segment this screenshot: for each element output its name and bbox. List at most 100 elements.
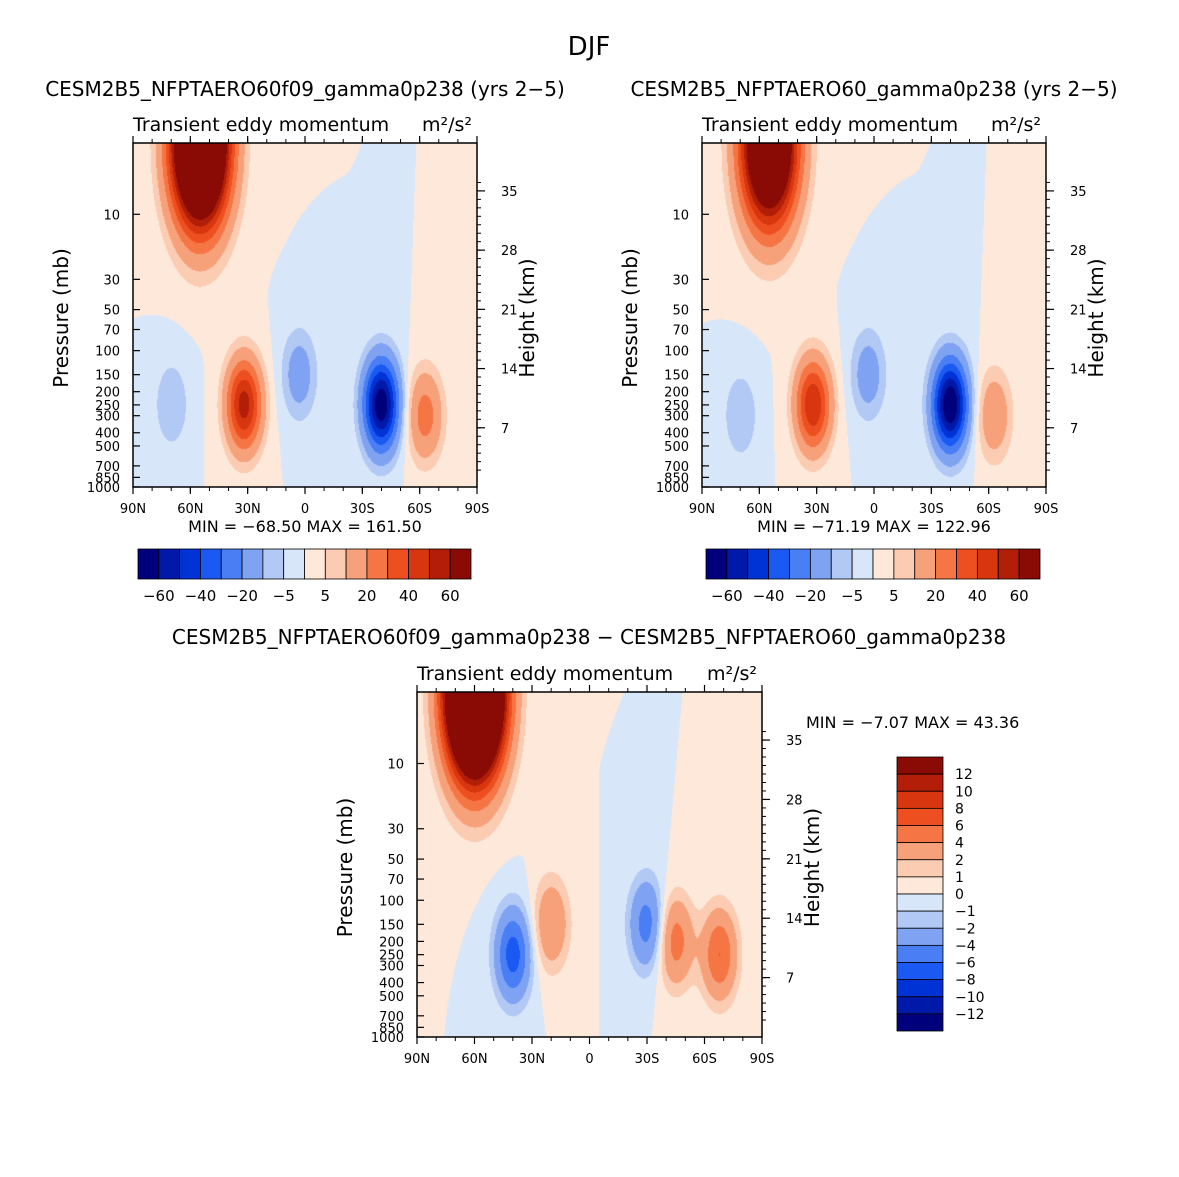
colorbar-swatch [283, 548, 305, 580]
p-tick-label: 400 [379, 977, 404, 992]
colorbar-swatch [896, 859, 944, 878]
y-axis-label-pressure: Pressure (mb) [618, 248, 642, 388]
panel-subtitle: Transient eddy momentum [132, 114, 389, 136]
chart-panel-2: CESM2B5_NFPTAERO60_gamma0p238 (yrs 2−5) T… [618, 77, 1118, 605]
colorbar-label: −8 [955, 973, 976, 989]
y-axis-label-pressure: Pressure (mb) [333, 798, 357, 938]
colorbar-swatch [896, 807, 944, 826]
p-tick-label: 150 [379, 918, 404, 933]
p-tick-label: 30 [103, 273, 120, 288]
colorbar-label: −40 [753, 587, 785, 605]
p-tick-label: 850 [95, 471, 120, 486]
colorbar-swatch [768, 548, 790, 580]
colorbar-swatch [345, 548, 368, 580]
colorbar-label: 40 [399, 587, 418, 605]
colorbar-swatch [914, 548, 937, 580]
p-tick-label: 1000 [87, 481, 120, 496]
h-tick-label: 14 [501, 363, 518, 378]
colorbar-swatch [137, 548, 160, 580]
x-tick-label: 90S [465, 502, 490, 517]
x-tick-label: 60S [407, 502, 432, 517]
p-tick-label: 850 [664, 471, 689, 486]
p-tick-label: 400 [664, 427, 689, 442]
colorbar-swatch [896, 756, 944, 775]
h-tick-label: 28 [786, 793, 803, 808]
colorbar-swatch [976, 548, 999, 580]
colorbar-swatch [220, 548, 243, 580]
x-tick-label: 0 [585, 1052, 593, 1067]
p-tick-label: 500 [664, 440, 689, 455]
p-tick-label: 100 [664, 345, 689, 360]
p-tick-label: 50 [672, 304, 689, 319]
panel-subtitle: Transient eddy momentum [701, 114, 958, 136]
colorbar-swatch [896, 927, 944, 946]
p-tick-label: 10 [672, 208, 689, 223]
colorbar-label: 1 [955, 870, 964, 886]
x-tick-label: 60N [746, 502, 772, 517]
x-tick-label: 90N [404, 1052, 430, 1067]
min-max-stats: MIN = −68.50 MAX = 161.50 [188, 517, 422, 536]
colorbar-swatch [1018, 548, 1041, 580]
h-tick-label: 35 [501, 185, 518, 200]
x-tick-label: 90N [120, 502, 146, 517]
x-tick-label: 60N [177, 502, 203, 517]
x-tick-label: 30N [519, 1052, 545, 1067]
colorbar-label: −10 [955, 990, 985, 1006]
x-tick-label: 60S [692, 1052, 717, 1067]
contour-field [417, 692, 762, 1037]
contour-field [702, 143, 1046, 487]
colorbar-label: −20 [226, 587, 258, 605]
chart-panel-3: CESM2B5_NFPTAERO60f09_gamma0p238 − CESM2… [172, 625, 1019, 1067]
x-tick-label: 30S [919, 502, 944, 517]
x-tick-label: 30S [635, 1052, 660, 1067]
colorbar-label: 40 [968, 587, 987, 605]
colorbar-swatch [935, 548, 957, 580]
chart-panel-1: CESM2B5_NFPTAERO60f09_gamma0p238 (yrs 2−… [45, 77, 565, 605]
colorbar-swatch [896, 996, 944, 1015]
min-max-stats: MIN = −7.07 MAX = 43.36 [806, 713, 1019, 732]
p-tick-label: 300 [664, 410, 689, 425]
panel-units: m²/s² [991, 114, 1041, 136]
p-tick-label: 250 [664, 399, 689, 414]
colorbar-label: 0 [955, 887, 964, 903]
p-tick-label: 200 [379, 935, 404, 950]
p-tick-label: 70 [672, 324, 689, 339]
p-tick-label: 850 [379, 1021, 404, 1036]
panel-units: m²/s² [422, 114, 472, 136]
p-tick-label: 70 [387, 873, 404, 888]
colorbar-swatch [241, 548, 264, 580]
p-tick-label: 70 [103, 324, 120, 339]
colorbar-label: −6 [955, 956, 976, 972]
x-tick-label: 0 [301, 502, 309, 517]
colorbar-label: 20 [357, 587, 376, 605]
h-tick-label: 7 [501, 422, 509, 437]
colorbar-swatch [809, 548, 832, 580]
colorbar-swatch [449, 548, 472, 580]
colorbar-swatch [158, 548, 181, 580]
colorbar-label: 5 [321, 587, 331, 605]
p-tick-label: 50 [387, 853, 404, 868]
p-tick-label: 400 [95, 427, 120, 442]
colorbar-swatch [997, 548, 1020, 580]
x-tick-label: 90S [750, 1052, 775, 1067]
h-tick-label: 35 [1070, 185, 1087, 200]
colorbar-swatch [428, 548, 451, 580]
colorbar-swatch [896, 962, 944, 981]
p-tick-label: 150 [95, 369, 120, 384]
min-max-stats: MIN = −71.19 MAX = 122.96 [757, 517, 991, 536]
panel-subtitle: Transient eddy momentum [416, 663, 673, 685]
p-tick-label: 30 [672, 273, 689, 288]
colorbar-label: 4 [955, 836, 964, 852]
colorbar-swatch [893, 548, 916, 580]
p-tick-label: 300 [95, 410, 120, 425]
p-tick-label: 700 [664, 460, 689, 475]
h-tick-label: 21 [1070, 303, 1087, 318]
x-tick-label: 30N [235, 502, 261, 517]
colorbar-label: 12 [955, 767, 973, 783]
colorbar-label: −60 [711, 587, 743, 605]
h-tick-label: 14 [786, 912, 803, 927]
p-tick-label: 50 [103, 304, 120, 319]
colorbar-swatch [896, 910, 944, 929]
colorbar-swatch [324, 548, 347, 580]
